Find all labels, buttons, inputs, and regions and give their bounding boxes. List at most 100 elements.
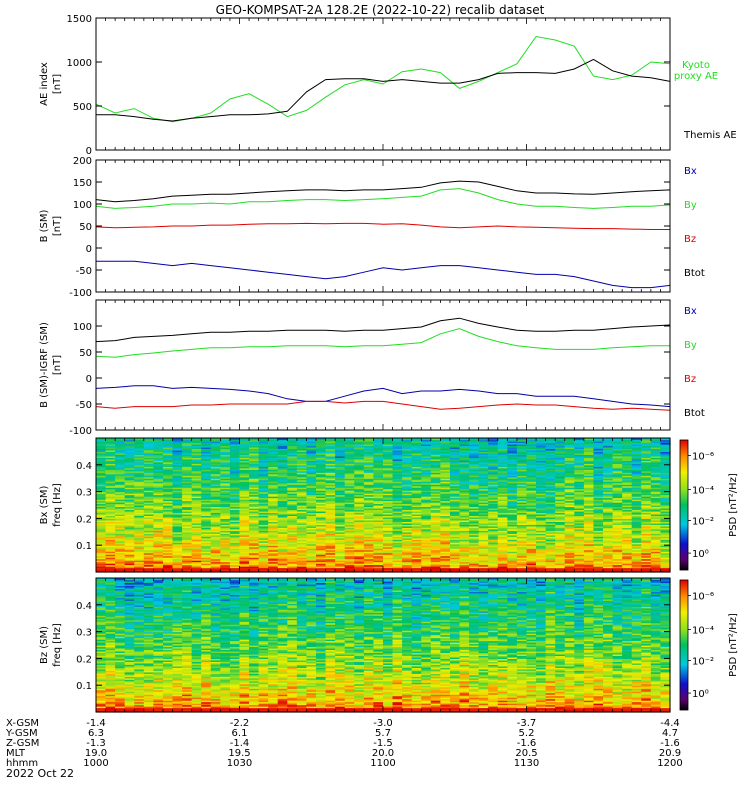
spectrogram-cell [373,552,384,555]
spectrogram-cell [287,482,298,485]
spectrogram-cell [555,440,566,444]
spectrogram-cell [459,439,470,442]
spectrogram-cell [564,452,575,455]
spectrogram-cell [459,549,470,552]
legend-kyoto-proxy-ae: Kyoto [682,60,710,71]
spectrogram-cell [488,527,499,530]
spectrogram-cell [363,533,375,536]
spectrogram-cell [526,537,537,540]
spectrogram-cell [440,466,451,469]
spectrogram-cell [488,491,499,494]
spectrogram-cell [354,525,365,528]
spectrogram-cell [115,557,126,560]
spectrogram-cell [497,493,508,496]
spectrogram-cell [134,548,145,551]
spectrogram-cell [392,491,403,494]
spectrogram-cell [296,531,308,534]
spectrogram-cell [373,442,384,445]
spectrogram-cell [497,524,508,527]
spectrogram-cell [545,440,556,444]
spectrogram-cell [153,545,164,548]
spectrogram-cell [258,569,269,572]
spectrogram-cell [545,546,556,549]
spectrogram-cell [172,493,183,496]
spectrogram-cell [363,525,375,528]
spectrogram-cell [449,516,461,519]
spectrogram-cell [258,525,269,528]
spectrogram-cell [430,502,441,505]
spectrogram-cell [507,493,518,496]
spectrogram-cell [459,490,470,493]
spectrogram-cell [507,451,518,454]
spectrogram-cell [268,534,279,537]
spectrogram-cell [373,525,384,528]
spectrogram-cell [96,567,107,570]
spectrogram-cell [526,555,537,558]
spectrogram-cell [115,564,126,567]
spectrogram-cell [373,440,384,444]
spectrogram-cell [191,546,202,549]
spectrogram-cell [363,487,375,490]
spectrogram-cell [516,488,528,491]
spectrogram-cell [383,518,394,521]
spectrogram-cell [526,443,537,447]
spectrogram-cell [373,512,384,515]
spectrogram-cell [488,528,499,531]
spectrogram-cell [249,564,260,567]
spectrogram-cell [143,479,154,482]
spectrogram-cell [268,473,279,476]
spectrogram-cell [210,545,221,548]
spectrogram-cell [449,561,461,564]
spectrogram-cell [478,448,489,451]
spectrogram-cell [526,493,537,496]
spectrogram-cell [564,448,575,451]
spectrogram-cell [449,505,461,508]
spectrogram-cell [497,454,508,457]
spectrogram-cell [421,530,432,533]
spectrogram-cell [411,546,422,549]
spectrogram-cell [497,487,508,490]
spectrogram-cell [249,457,260,460]
spectrogram-cell [229,470,241,473]
spectrogram-cell [449,491,461,494]
spectrogram-cell [239,548,250,551]
spectrogram-cell [287,563,298,566]
spectrogram-cell [268,512,279,515]
spectrogram-cell [277,481,288,484]
spectrogram-cell [564,491,575,494]
spectrogram-cell [555,542,566,545]
spectrogram-cell [335,452,346,455]
spectrogram-cell [306,537,317,540]
spectrogram-cell [488,534,499,537]
spectrogram-cell [507,555,518,558]
spectrogram-cell [277,448,288,451]
spectrogram-cell [134,455,145,458]
spectrogram-cell [478,507,489,511]
spectrogram-cell [201,485,212,488]
spectrogram-cell [162,506,174,509]
spectrogram-cell [201,512,212,515]
spectrogram-cell [162,475,174,478]
spectrogram-cell [268,478,279,481]
spectrogram-cell [555,545,566,548]
spectrogram-cell [354,557,365,560]
spectrogram-cell [210,457,221,460]
spectrogram-cell [201,506,212,509]
spectrogram-cell [440,479,451,482]
spectrogram-cell [239,555,250,558]
spectrogram-cell [220,519,231,522]
spectrogram-cell [383,513,394,517]
spectrogram-cell [258,448,269,451]
y-tick-label: 50 [79,348,92,359]
spectrogram-cell [105,494,116,497]
spectrogram-cell [201,470,212,473]
spectrogram-cell [210,543,221,546]
spectrogram-cell [201,567,212,570]
spectrogram-cell [124,513,135,517]
spectrogram-cell [96,515,107,518]
spectrogram-cell [430,522,441,525]
spectrogram-cell [201,534,212,537]
spectrogram-cell [287,496,298,499]
spectrogram-cell [105,464,116,467]
